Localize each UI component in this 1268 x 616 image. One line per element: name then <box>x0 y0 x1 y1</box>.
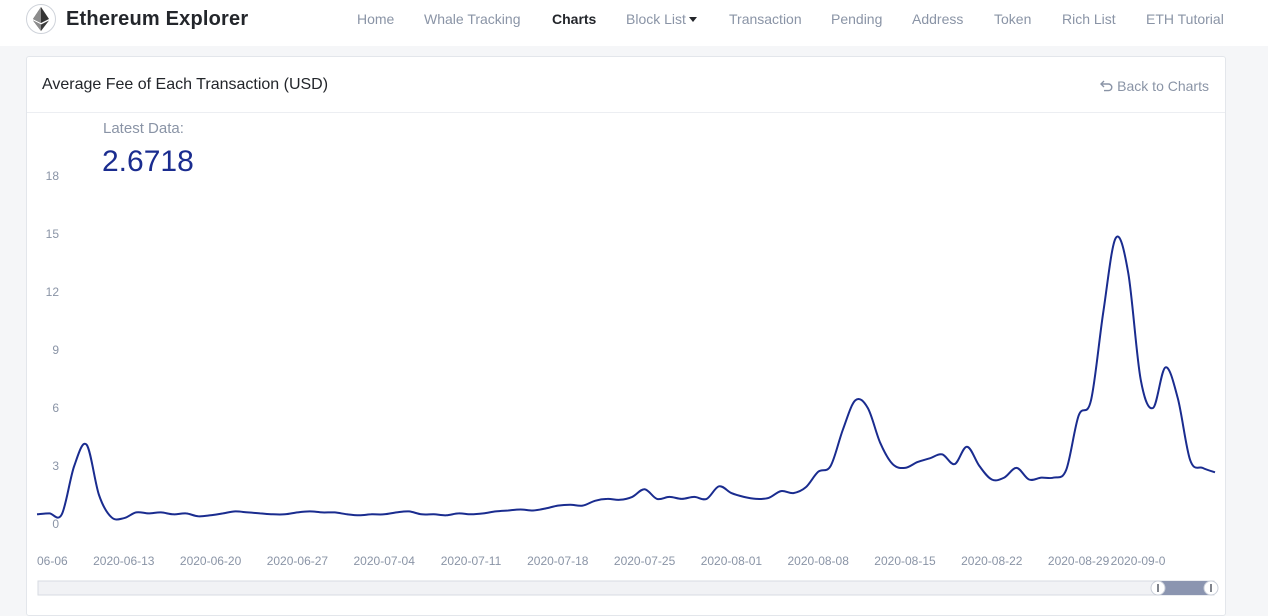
x-tick-label: 2020-08-15 <box>874 554 936 568</box>
nav-eth-tutorial[interactable]: ETH Tutorial <box>1146 11 1224 27</box>
fee-series-line <box>36 235 1216 521</box>
x-tick-label: 2020-07-18 <box>527 554 589 568</box>
latest-data-value: 2.6718 <box>102 145 194 178</box>
x-tick-label: 2020-06-27 <box>267 554 329 568</box>
x-tick-label: 2020-06-13 <box>93 554 155 568</box>
back-to-charts-label: Back to Charts <box>1117 78 1209 94</box>
ethereum-logo-icon <box>26 4 56 34</box>
latest-data-label: Latest Data: <box>103 120 184 137</box>
nav-label: Token <box>994 11 1032 27</box>
y-tick-label: 15 <box>46 227 60 241</box>
chart-card: Average Fee of Each Transaction (USD) Ba… <box>26 56 1226 616</box>
nav-pending[interactable]: Pending <box>831 11 882 27</box>
x-tick-label: 06-06 <box>37 554 68 568</box>
x-tick-label: 2020-07-11 <box>441 554 502 568</box>
y-tick-label: 18 <box>46 169 60 183</box>
y-tick-label: 0 <box>52 517 59 531</box>
zoom-handle-left[interactable] <box>1150 580 1166 596</box>
nav-home[interactable]: Home <box>357 11 394 27</box>
nav-label: Transaction <box>729 11 802 27</box>
y-tick-label: 6 <box>52 401 59 415</box>
nav-label: Whale Tracking <box>424 11 521 27</box>
nav-address[interactable]: Address <box>912 11 963 27</box>
nav-block-list[interactable]: Block List <box>626 11 697 27</box>
nav-label: Rich List <box>1062 11 1116 27</box>
x-tick-label: 2020-08-01 <box>701 554 763 568</box>
nav-label: Address <box>912 11 964 27</box>
nav-label: ETH Tutorial <box>1146 11 1224 27</box>
nav-whale-tracking[interactable]: Whale Tracking <box>424 11 520 27</box>
zoom-handle-right[interactable] <box>1203 580 1219 596</box>
card-header: Average Fee of Each Transaction (USD) Ba… <box>27 57 1225 113</box>
brand-name: Ethereum Explorer <box>66 7 249 30</box>
y-tick-label: 12 <box>46 285 60 299</box>
zoom-slider-track[interactable] <box>37 580 1215 596</box>
nav-label: Charts <box>552 11 597 27</box>
x-tick-label: 2020-08-29 <box>1048 554 1110 568</box>
nav-token[interactable]: Token <box>994 11 1031 27</box>
nav-charts[interactable]: Charts <box>552 11 596 27</box>
zoom-slider-selection[interactable] <box>1158 581 1212 595</box>
nav-transaction[interactable]: Transaction <box>729 11 802 27</box>
brand[interactable]: Ethereum Explorer <box>26 4 248 34</box>
nav-rich-list[interactable]: Rich List <box>1062 11 1116 27</box>
x-tick-label: 2020-08-22 <box>961 554 1023 568</box>
y-tick-label: 9 <box>52 343 59 357</box>
x-tick-label: 2020-07-25 <box>614 554 676 568</box>
top-navbar: Ethereum Explorer Home Whale Tracking Char… <box>0 0 1268 46</box>
x-tick-label: 2020-08-08 <box>788 554 850 568</box>
back-to-charts-link[interactable]: Back to Charts <box>1100 78 1209 94</box>
undo-arrow-icon <box>1100 80 1113 92</box>
nav-label: Block List <box>626 11 686 27</box>
x-tick-label: 2020-09-0 <box>1111 554 1166 568</box>
x-tick-label: 2020-06-20 <box>180 554 242 568</box>
chevron-down-icon <box>688 17 697 22</box>
nav-label: Home <box>357 11 395 27</box>
x-tick-label: 2020-07-04 <box>354 554 416 568</box>
nav-label: Pending <box>831 11 883 27</box>
y-tick-label: 3 <box>52 459 59 473</box>
chart-title: Average Fee of Each Transaction (USD) <box>42 76 329 93</box>
